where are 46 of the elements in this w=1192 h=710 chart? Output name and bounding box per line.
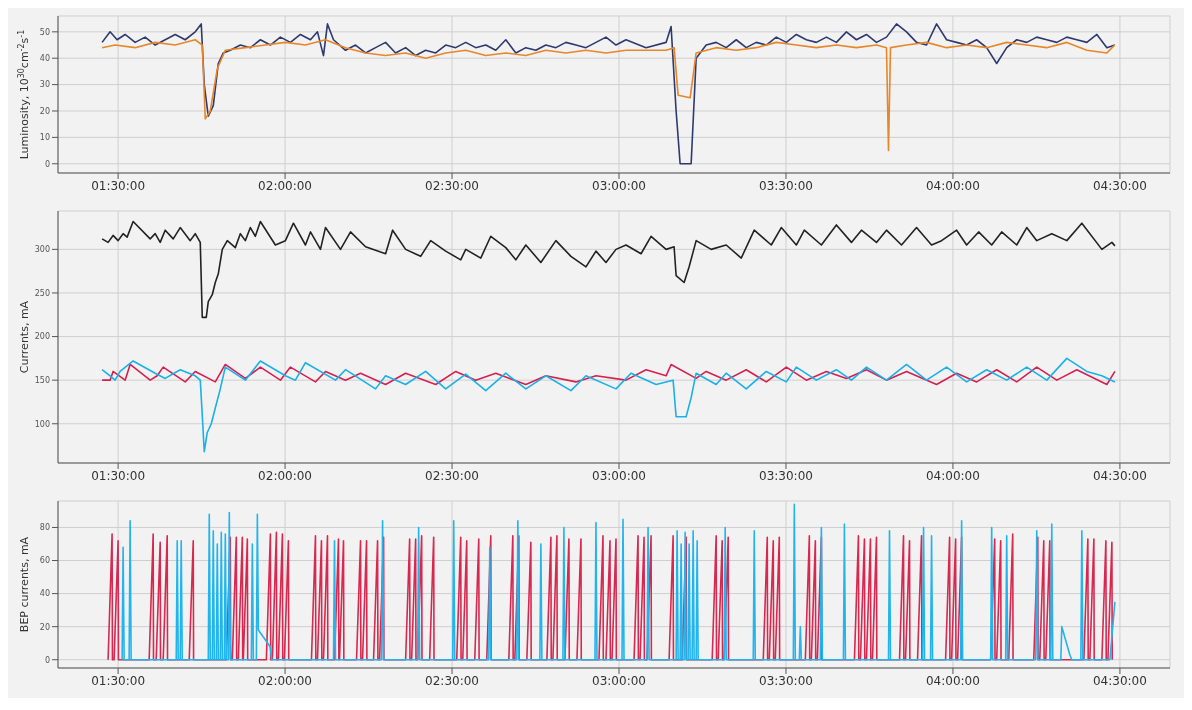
y-tick-label: 250 [34,288,50,298]
y-tick-label: 300 [34,245,50,255]
y-tick-label: 50 [39,27,50,37]
x-tick-label: 03:30:00 [759,178,813,193]
x-tick-label: 04:00:00 [925,468,980,483]
y-tick-label: 40 [39,589,50,599]
x-tick-label: 02:00:00 [258,178,313,193]
y-tick-label: 10 [39,133,50,143]
y-tick-label: 80 [39,523,50,533]
y-tick-label: 20 [39,622,50,632]
y-axis-title: Currents, mA [18,300,31,374]
y-tick-label: 150 [34,376,50,385]
x-tick-label: 02:30:00 [425,178,479,193]
line-series [121,503,1116,661]
line-series [107,531,1114,661]
y-tick-label: 20 [39,106,50,116]
x-tick-label: 04:00:00 [925,673,980,688]
y-tick-label: 100 [34,419,50,429]
x-tick-label: 03:30:00 [759,468,813,483]
y-tick-label: 0 [44,159,50,169]
x-tick-label: 04:30:00 [1092,673,1147,688]
x-tick-label: 02:00:00 [258,468,313,483]
line-series [101,23,1116,165]
line-series [101,38,1116,152]
y-tick-label: 0 [44,655,50,665]
line-series [101,363,1116,386]
x-tick-label: 01:30:00 [91,673,146,688]
x-tick-label: 04:00:00 [925,178,980,193]
y-axis-title: BEP currents, mA [18,536,31,633]
x-tick-label: 02:30:00 [425,468,479,483]
x-tick-label: 01:30:00 [91,468,146,483]
y-tick-label: 60 [39,556,50,566]
x-tick-label: 02:00:00 [258,673,313,688]
line-series [101,220,1116,319]
y-tick-label: 40 [39,54,50,64]
x-tick-label: 02:30:00 [425,673,479,688]
x-tick-label: 03:30:00 [759,673,813,688]
x-tick-label: 04:30:00 [1092,468,1147,483]
x-tick-label: 01:30:00 [91,178,146,193]
y-tick-label: 200 [34,332,50,342]
x-tick-label: 03:00:00 [592,673,646,688]
x-tick-label: 04:30:00 [1092,178,1147,193]
x-tick-label: 03:00:00 [592,468,646,483]
line-series [101,357,1116,453]
y-tick-label: 30 [39,80,50,90]
x-tick-label: 03:00:00 [592,178,646,193]
